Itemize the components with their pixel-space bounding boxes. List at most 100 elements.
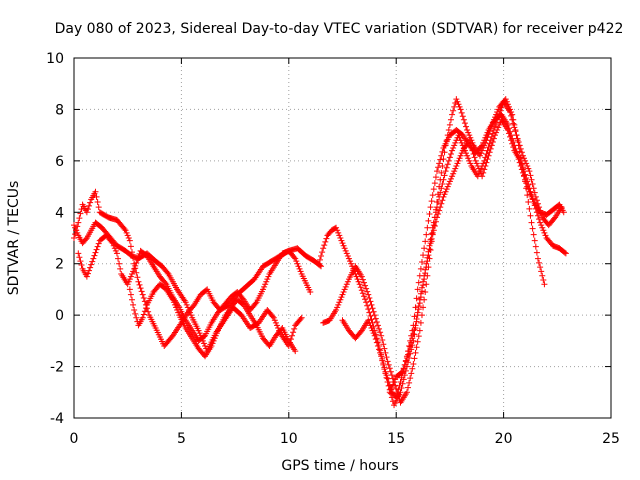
- data-point: [405, 351, 412, 358]
- data-point: [360, 279, 367, 286]
- data-point: [451, 168, 458, 175]
- data-point: [290, 329, 297, 336]
- data-point: [411, 326, 418, 333]
- data-point: [76, 215, 83, 222]
- data-point: [336, 299, 343, 306]
- data-point: [293, 258, 300, 265]
- data-point: [474, 173, 481, 180]
- data-point: [110, 242, 117, 249]
- series-track-2: [71, 219, 305, 355]
- data-point: [489, 130, 496, 137]
- data-point: [200, 340, 207, 347]
- data-point: [403, 355, 410, 361]
- data-point: [420, 252, 427, 259]
- data-point: [476, 152, 483, 159]
- data-point: [561, 249, 568, 256]
- data-point: [525, 181, 532, 188]
- data-point: [409, 365, 416, 372]
- series-track-6: [320, 96, 548, 406]
- data-point: [443, 164, 450, 171]
- data-point: [83, 273, 90, 280]
- data-point: [320, 245, 327, 252]
- data-point: [480, 160, 487, 167]
- data-point: [489, 119, 496, 126]
- data-point: [139, 291, 146, 298]
- data-point: [213, 330, 220, 337]
- data-point: [298, 314, 305, 321]
- data-point: [398, 385, 405, 391]
- data-point: [518, 161, 525, 168]
- data-point: [273, 322, 280, 329]
- data-point: [539, 272, 546, 279]
- data-point: [407, 343, 414, 350]
- data-point: [412, 322, 419, 329]
- data-point: [333, 307, 340, 313]
- data-point: [479, 163, 486, 169]
- data-point: [269, 313, 276, 320]
- data-point: [263, 278, 270, 285]
- data-point: [429, 224, 436, 231]
- data-point: [162, 280, 169, 286]
- data-point: [467, 140, 474, 147]
- data-point: [422, 238, 429, 245]
- data-point: [454, 98, 461, 105]
- data-point: [504, 127, 511, 133]
- data-point: [529, 225, 536, 232]
- data-point: [445, 127, 452, 133]
- data-point: [533, 209, 540, 216]
- data-point: [413, 295, 420, 302]
- data-point: [115, 255, 122, 262]
- y-tick-label: 10: [46, 51, 64, 67]
- data-point: [384, 358, 391, 365]
- data-point: [380, 341, 387, 348]
- data-point: [465, 155, 472, 162]
- data-point: [516, 142, 523, 149]
- data-point: [138, 288, 145, 295]
- data-point: [457, 152, 464, 159]
- data-point: [292, 255, 299, 262]
- data-point: [507, 109, 514, 115]
- data-point: [140, 295, 147, 301]
- data-point: [472, 157, 479, 164]
- data-point: [480, 145, 487, 151]
- data-point: [392, 376, 399, 383]
- data-point: [322, 238, 329, 245]
- data-point: [480, 169, 487, 176]
- data-point: [92, 188, 99, 195]
- data-point: [528, 192, 535, 199]
- data-point: [354, 276, 361, 283]
- data-point: [461, 120, 468, 127]
- data-point: [464, 152, 471, 159]
- data-point: [431, 180, 438, 187]
- data-point: [538, 222, 545, 229]
- data-point: [442, 168, 449, 175]
- data-point: [86, 267, 93, 274]
- data-point: [401, 372, 408, 379]
- data-point: [414, 309, 421, 316]
- data-point: [139, 314, 146, 321]
- data-point: [443, 186, 450, 193]
- data-point: [336, 232, 343, 239]
- data-point: [365, 317, 372, 324]
- data-point: [531, 202, 538, 209]
- data-point: [494, 116, 501, 123]
- data-point: [407, 375, 414, 382]
- data-point: [113, 250, 120, 257]
- data-point: [348, 260, 355, 267]
- data-point: [449, 173, 456, 180]
- data-point: [540, 277, 547, 283]
- data-point: [190, 303, 197, 310]
- data-point: [379, 357, 386, 364]
- data-point: [536, 259, 543, 266]
- data-point: [112, 247, 119, 254]
- data-point: [265, 273, 272, 280]
- data-point: [441, 149, 448, 156]
- data-point: [88, 261, 95, 268]
- data-point: [522, 157, 529, 164]
- data-point: [370, 308, 377, 315]
- data-point: [532, 205, 539, 212]
- data-point: [443, 137, 450, 144]
- data-point: [368, 316, 375, 323]
- data-point: [358, 273, 365, 280]
- data-point: [444, 183, 451, 190]
